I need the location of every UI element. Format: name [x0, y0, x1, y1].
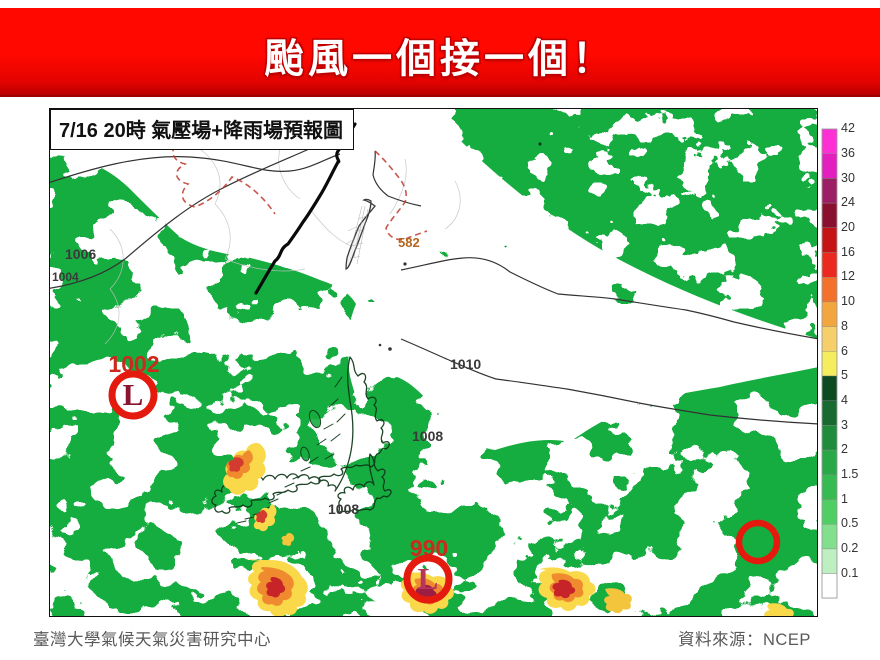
svg-text:0.1: 0.1 [841, 566, 858, 580]
svg-text:0.5: 0.5 [841, 516, 858, 530]
svg-text:1004: 1004 [52, 270, 79, 284]
svg-text:1.5: 1.5 [841, 467, 858, 481]
svg-text:1: 1 [841, 492, 848, 506]
svg-text:1010: 1010 [450, 356, 481, 372]
svg-text:8: 8 [841, 319, 848, 333]
svg-text:5: 5 [841, 368, 848, 382]
svg-text:24: 24 [841, 195, 855, 209]
svg-text:36: 36 [841, 146, 855, 160]
svg-text:3: 3 [841, 418, 848, 432]
svg-text:L: L [123, 377, 144, 412]
svg-text:L: L [418, 561, 439, 596]
svg-text:1008: 1008 [412, 428, 443, 444]
svg-text:20: 20 [841, 220, 855, 234]
svg-text:6: 6 [841, 344, 848, 358]
svg-text:16: 16 [841, 245, 855, 259]
svg-text:30: 30 [841, 171, 855, 185]
svg-text:4: 4 [841, 393, 848, 407]
svg-text:10: 10 [841, 294, 855, 308]
svg-text:1008: 1008 [328, 501, 359, 517]
svg-text:1006: 1006 [65, 246, 96, 262]
svg-text:42: 42 [841, 121, 855, 135]
svg-text:12: 12 [841, 269, 855, 283]
svg-text:582: 582 [398, 235, 420, 250]
svg-text:2: 2 [841, 442, 848, 456]
svg-text:0.2: 0.2 [841, 541, 858, 555]
